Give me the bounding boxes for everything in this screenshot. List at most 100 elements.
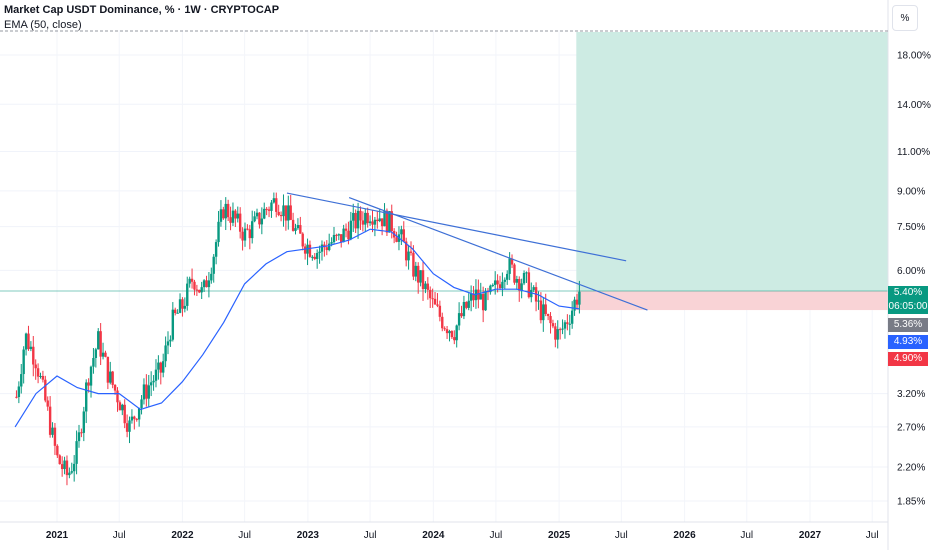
candle-body [166, 341, 170, 346]
candle-body [53, 427, 57, 446]
candle-body [445, 329, 449, 334]
candle-body [481, 294, 485, 311]
candle-body [472, 293, 475, 301]
x-tick-label: 2021 [46, 530, 69, 541]
stop-value-badge: 4.90% [888, 352, 928, 366]
candle-body [109, 371, 112, 383]
y-tick-label: 11.00% [897, 147, 930, 158]
candle-body [282, 205, 285, 217]
candle-body [137, 407, 141, 420]
current-price-badge: 5.40% 06:05:00 [888, 286, 928, 314]
candle-body [106, 356, 110, 383]
candle-body [243, 228, 247, 241]
candle-body [226, 203, 230, 218]
candle-body [424, 283, 427, 290]
candle-body [356, 210, 360, 229]
candle-body [121, 404, 124, 411]
candle-body [149, 382, 153, 386]
candle-body [448, 331, 451, 334]
trendline [286, 192, 627, 262]
candle-body [542, 304, 545, 321]
candle-body [104, 352, 107, 357]
y-tick-label: 9.00% [897, 186, 925, 197]
x-tick-label: Jul [615, 530, 628, 541]
candle-body [36, 368, 40, 377]
y-tick-label: 1.85% [897, 497, 925, 508]
candle-body [275, 198, 278, 212]
candle-body [94, 349, 98, 358]
x-tick-label: Jul [866, 530, 879, 541]
candle-body [248, 229, 252, 239]
candle-body [342, 228, 345, 243]
candle-body [145, 384, 148, 399]
candle-body [68, 472, 71, 476]
candle-body [241, 231, 244, 241]
candle-body [412, 252, 415, 277]
candle-body [17, 386, 21, 398]
candle-body [330, 242, 333, 244]
trendlines[interactable] [286, 192, 648, 311]
percent-scale-button[interactable]: % [892, 5, 918, 31]
candle-body [573, 299, 576, 311]
candle-body [431, 298, 434, 300]
candle-body [178, 299, 182, 313]
candle-body [503, 279, 507, 282]
candle-body [140, 399, 143, 408]
candle-body [378, 218, 381, 222]
candle-body [380, 218, 384, 227]
candle-body [443, 328, 446, 330]
candle-body [417, 265, 420, 283]
candle-body [491, 284, 494, 286]
ema-line [14, 228, 580, 428]
candle-body [238, 213, 242, 232]
x-tick-label: Jul [238, 530, 251, 541]
candle-body [522, 272, 526, 284]
candle-body [421, 270, 425, 290]
candle-body [510, 258, 514, 265]
candle-body [554, 326, 557, 340]
profit-zone [576, 32, 888, 292]
candle-body [231, 210, 235, 223]
candle-body [279, 215, 283, 217]
candle-body [212, 256, 215, 274]
candle-body [101, 352, 105, 357]
candle-body [70, 471, 73, 473]
candle-body [46, 400, 49, 407]
x-tick-label: Jul [740, 530, 753, 541]
candle-body [251, 221, 254, 239]
candle-body [193, 281, 196, 290]
candle-body [210, 273, 213, 281]
prev-close-badge: 5.36% [888, 318, 928, 332]
indicator-label[interactable]: EMA (50, close) [4, 19, 82, 31]
candle-body [301, 233, 304, 247]
candle-body [32, 346, 35, 365]
candle-body [539, 300, 543, 321]
candle-body [171, 309, 175, 340]
candle-body [99, 331, 102, 357]
candle-body [159, 362, 162, 373]
candle-body [87, 382, 90, 386]
candle-body [277, 211, 280, 216]
y-tick-label: 6.00% [897, 266, 925, 277]
candle-body [113, 384, 117, 391]
chart-legend: Market Cap USDT Dominance, % · 1W · CRYP… [4, 3, 279, 33]
candle-body [501, 281, 504, 289]
candle-body [498, 284, 502, 289]
candle-body [181, 299, 184, 309]
position-zones [0, 32, 888, 311]
candle-body [125, 423, 129, 432]
candle-body [82, 411, 86, 433]
candle-body [361, 220, 365, 225]
candle-body [24, 333, 28, 350]
candle-body [202, 280, 206, 288]
candle-body [556, 329, 559, 340]
candle-body [402, 229, 405, 242]
candle-body [270, 202, 273, 211]
candle-body [344, 228, 348, 231]
candle-body [532, 287, 535, 290]
candle-body [80, 432, 83, 434]
candle-body [320, 244, 324, 252]
candle-body [332, 234, 336, 243]
